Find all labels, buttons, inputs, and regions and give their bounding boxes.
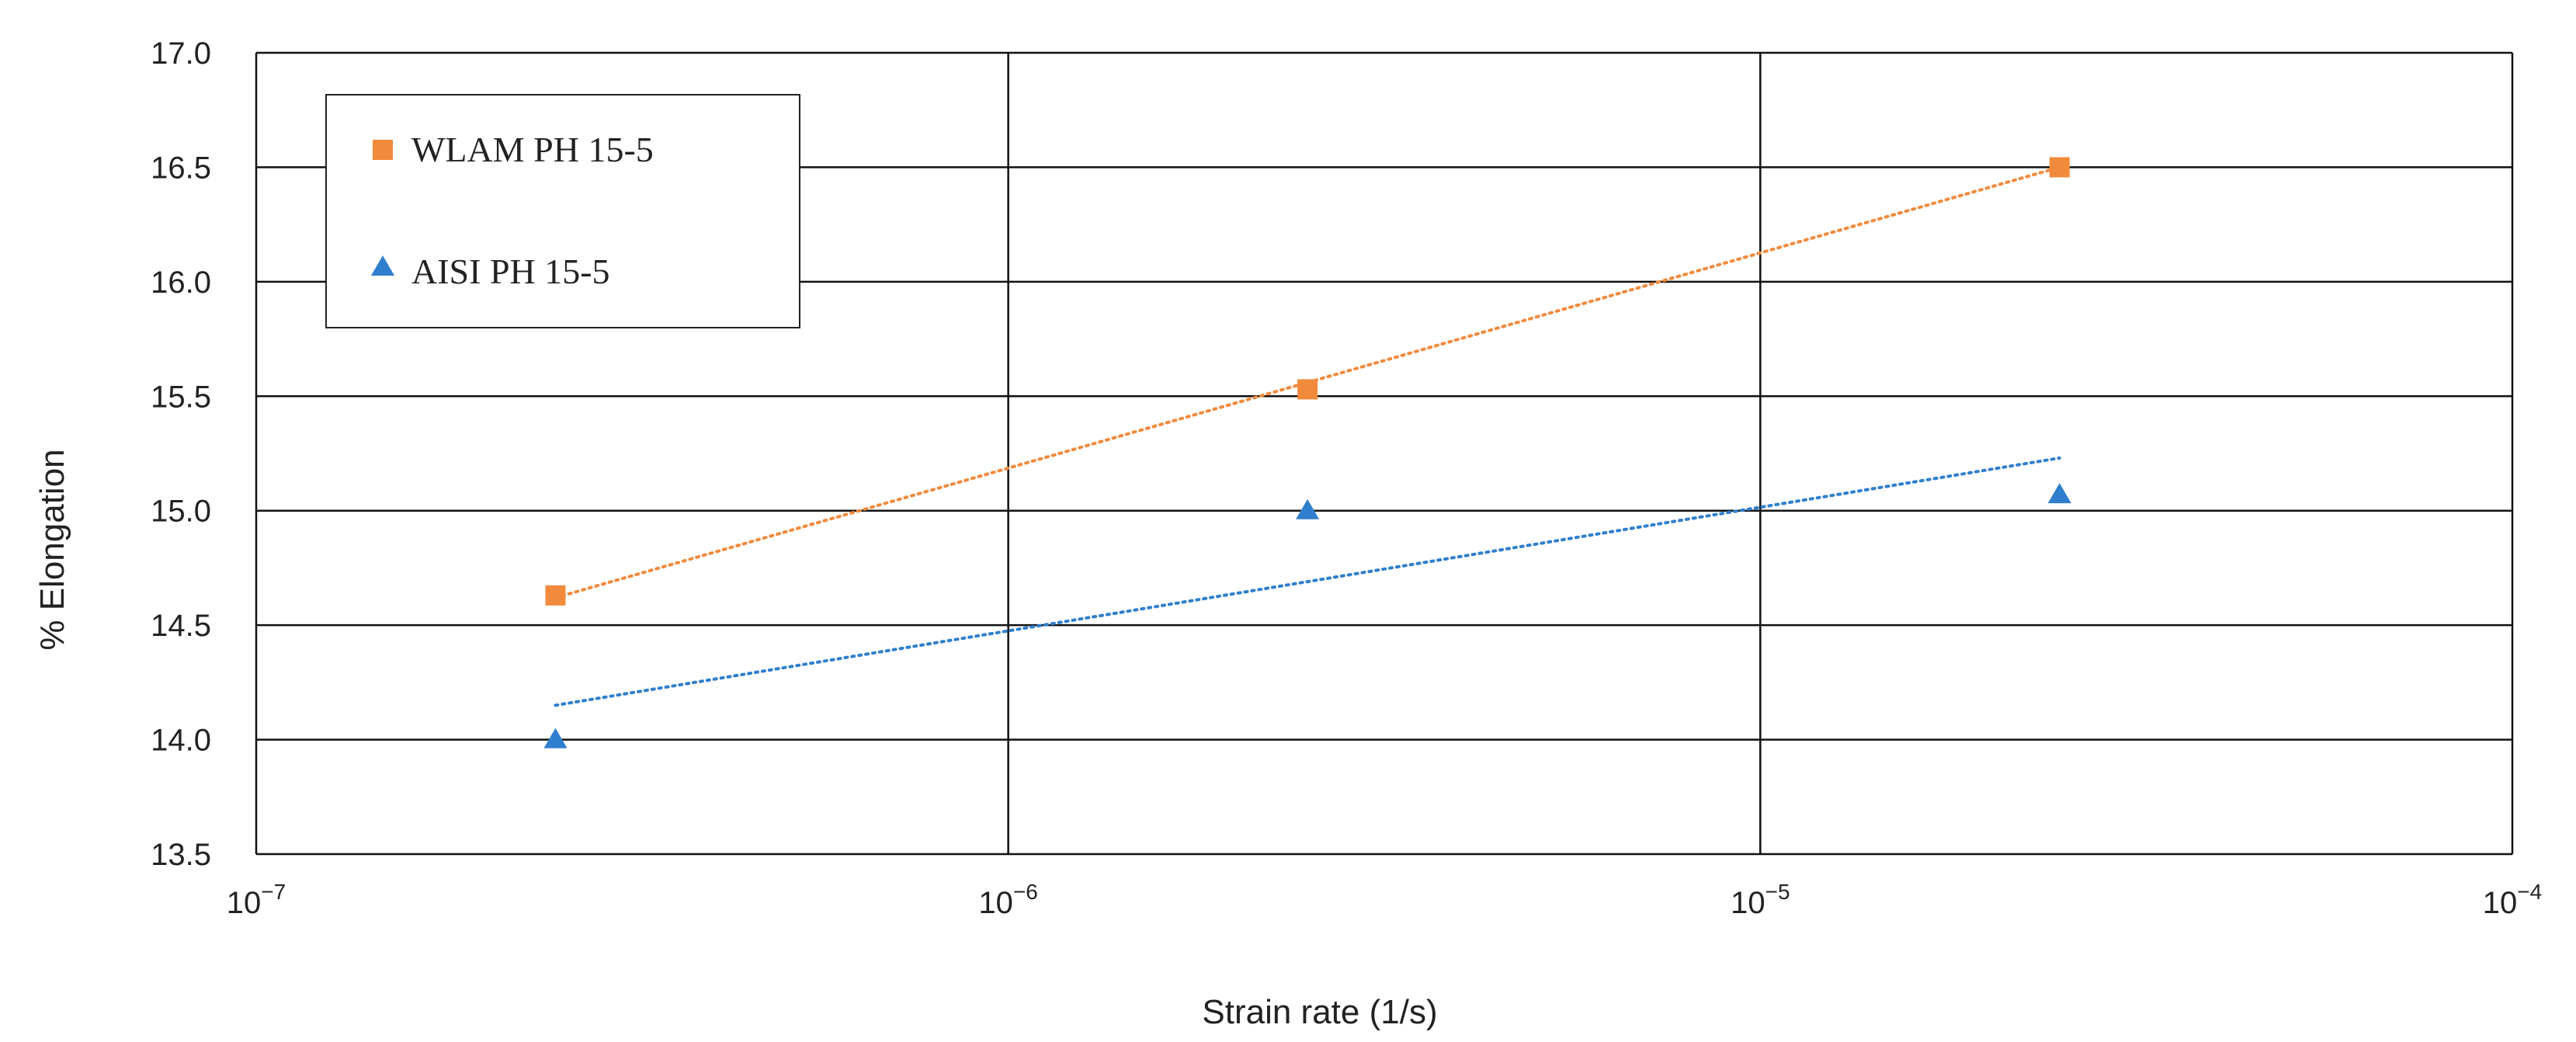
x-tick-label: 10−4 bbox=[2483, 880, 2542, 920]
data-point-wlam bbox=[2049, 157, 2070, 178]
x-axis-title: Strain rate (1/s) bbox=[1202, 993, 1437, 1031]
y-tick-label: 14.5 bbox=[151, 609, 211, 643]
y-tick-label: 16.0 bbox=[151, 266, 211, 300]
y-tick-label: 14.0 bbox=[151, 724, 211, 758]
x-tick-labels: 10−7 10−6 10−5 10−4 bbox=[227, 880, 2542, 920]
legend-label-wlam: WLAM PH 15-5 bbox=[411, 130, 654, 169]
data-point-wlam bbox=[545, 585, 566, 606]
data-point-wlam bbox=[1297, 379, 1318, 400]
legend: WLAM PH 15-5 AISI PH 15-5 bbox=[325, 94, 800, 328]
data-point-aisi bbox=[2047, 483, 2071, 504]
trendline-aisi bbox=[554, 456, 2061, 707]
legend-box bbox=[325, 94, 800, 328]
y-tick-label: 17.0 bbox=[151, 36, 211, 71]
x-tick-label: 10−7 bbox=[227, 880, 286, 920]
legend-marker-aisi bbox=[371, 255, 394, 276]
y-tick-labels: 13.5 14.0 14.5 15.0 15.5 16.0 16.5 17.0 bbox=[151, 36, 211, 872]
legend-marker-wlam bbox=[373, 140, 393, 160]
y-tick-label: 15.0 bbox=[151, 495, 211, 529]
x-tick-label: 10−6 bbox=[978, 880, 1037, 920]
legend-label-aisi: AISI PH 15-5 bbox=[411, 252, 610, 291]
data-points bbox=[543, 157, 2071, 749]
y-tick-label: 15.5 bbox=[151, 380, 211, 414]
y-tick-label: 13.5 bbox=[151, 838, 211, 872]
data-point-aisi bbox=[1296, 498, 1320, 519]
x-tick-label: 10−5 bbox=[1731, 880, 1790, 920]
y-axis-title: % Elongation bbox=[33, 449, 71, 650]
y-tick-label: 16.5 bbox=[151, 151, 211, 185]
data-point-aisi bbox=[543, 728, 568, 749]
